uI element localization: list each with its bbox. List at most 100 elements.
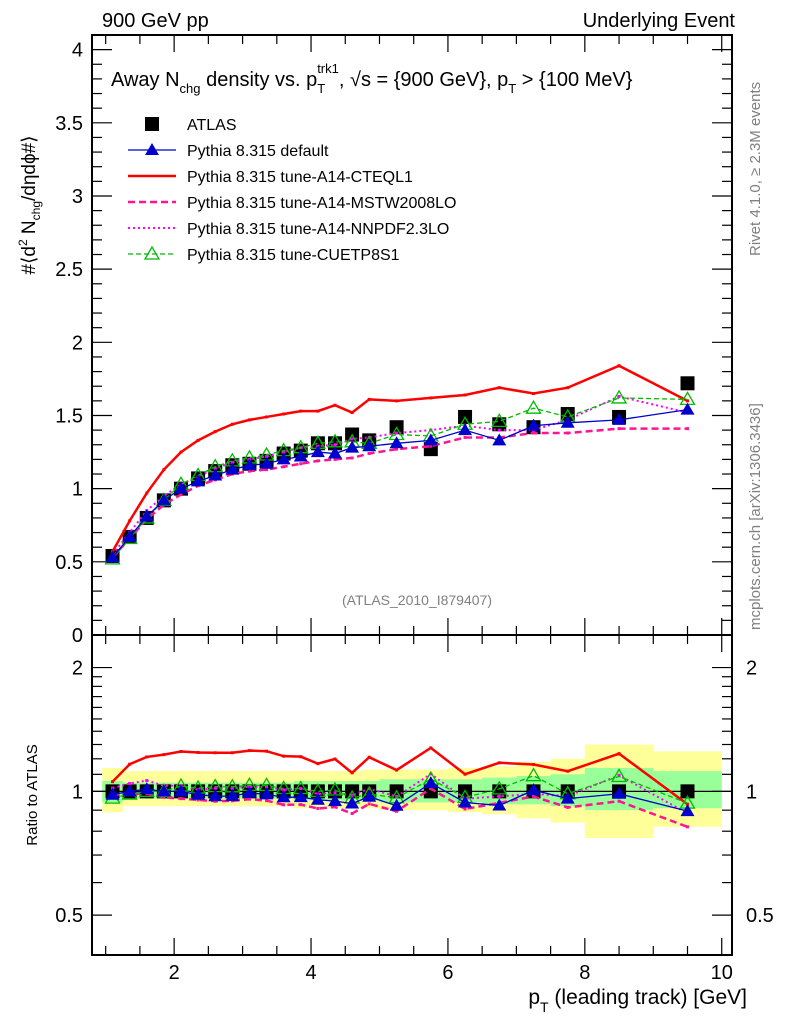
ratio-series-layer [104,746,696,829]
data-point [282,788,286,792]
data-point [395,768,399,772]
data-point [242,785,257,798]
rivet-label: Rivet 4.1.0, ≥ 2.3M events [747,82,764,256]
data-point [230,751,234,755]
legend-label: Pythia 8.315 tune-CUETP8S1 [187,247,400,264]
plot-title: Away Nchg density vs. pTtrk1, √s = {900 … [111,61,633,96]
data-point [128,782,132,786]
data-point [316,762,320,766]
series-pythia-8-315-tune-cuetp8s1 [104,389,696,565]
data-point [196,751,200,755]
y-tick-label: 1.5 [55,405,83,427]
data-point [208,789,223,802]
data-point [395,809,399,813]
y-tick-label: 4 [72,40,83,62]
data-point [617,364,621,368]
data-point [299,409,303,413]
data-point [327,446,342,459]
legend-label: Pythia 8.315 default [187,143,329,160]
data-point [560,415,575,428]
data-point [367,755,371,759]
analysis-label: (ATLAS_2010_I879407) [342,592,492,608]
data-point [680,784,695,799]
data-point [463,772,467,776]
data-point [333,443,337,447]
data-point [265,799,269,803]
data-point [162,468,166,472]
data-point [350,771,354,775]
data-point [282,465,286,469]
data-point [497,794,501,798]
data-point [617,752,621,756]
data-point [566,386,570,390]
data-point [247,797,251,801]
data-point [350,411,354,415]
data-point [389,798,404,811]
data-point [310,792,325,805]
data-point [173,784,188,797]
data-point [333,457,337,461]
y-tick-label: 2 [72,332,83,354]
data-point [282,754,286,758]
data-point [525,767,542,782]
data-point [230,460,234,464]
data-point [497,386,501,390]
data-point [225,789,240,802]
data-point [333,403,337,407]
y-tick-label: 3 [72,186,83,208]
data-point [179,493,183,497]
y-tick-label: 0 [72,625,83,647]
data-point [686,399,690,403]
ratio-y-tick-label-right: 0.5 [746,905,774,927]
header-right: Underlying Event [583,10,736,32]
data-point [196,438,200,442]
mcplots-label: mcplots.cern.ch [arXiv:1306.3436] [747,403,764,630]
data-point [173,481,188,494]
legend-marker [143,245,161,260]
data-point [105,550,120,563]
data-point [259,456,274,469]
data-point [156,493,171,506]
data-point [208,468,223,481]
data-point [179,450,183,454]
data-point [333,757,337,761]
data-point [316,459,320,463]
data-point [191,474,206,487]
data-point [610,768,628,783]
data-point [282,803,286,807]
data-point [680,804,695,817]
legend-item: Pythia 8.315 default [128,143,329,160]
data-point [230,786,234,790]
data-point [128,762,132,766]
data-point [463,393,467,397]
data-point [423,776,438,789]
data-point [389,436,404,449]
data-point [492,433,507,446]
y-tick-label: 2.5 [55,259,83,281]
data-point [333,791,337,795]
series-line [112,787,688,829]
data-point [299,755,303,759]
data-point [316,807,320,811]
series-line [111,746,689,806]
x-tick-label: 4 [305,962,316,984]
ratio-y-tick-label-right: 2 [746,658,757,680]
data-point [395,794,399,798]
data-point [242,458,257,471]
data-point [105,787,120,800]
data-point [612,412,627,425]
ratio-plot-frame [91,634,733,956]
data-point [282,412,286,416]
x-tick-label: 2 [169,962,180,984]
data-point [276,790,291,803]
data-point [395,447,399,451]
data-point [310,784,325,799]
data-point [139,782,154,795]
data-point [350,793,354,797]
data-point [139,509,154,522]
data-point [327,794,342,807]
data-point [179,750,183,754]
data-point [566,431,570,435]
legend-item: Pythia 8.315 tune-A14-MSTW2008LO [128,195,456,212]
data-point [367,802,371,806]
